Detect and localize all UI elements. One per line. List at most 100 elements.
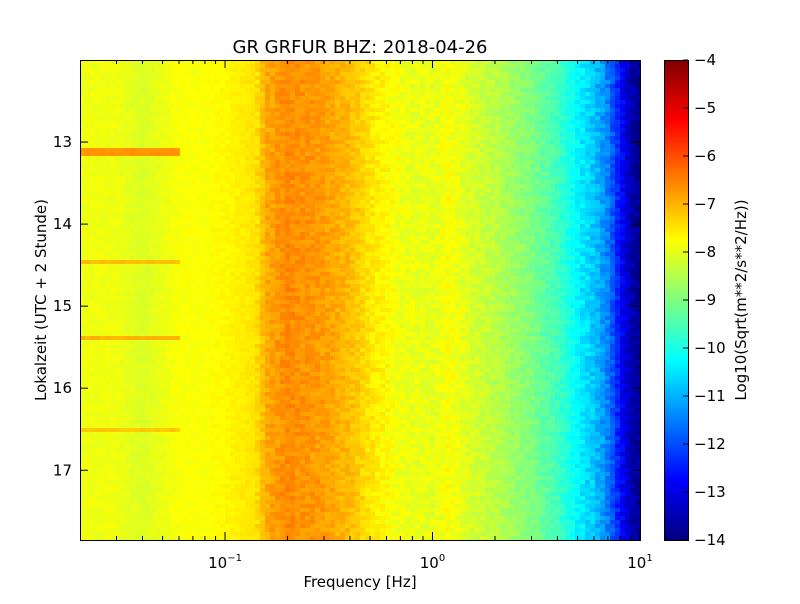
heatmap-cell [215, 104, 221, 109]
heatmap-cell [405, 132, 411, 137]
heatmap-cell [320, 104, 326, 109]
heatmap-cell [315, 124, 321, 129]
heatmap-cell [455, 152, 461, 157]
heatmap-cell [295, 68, 301, 73]
heatmap-cell [535, 136, 541, 141]
heatmap-cell [415, 140, 421, 145]
heatmap-cell [580, 128, 586, 133]
heatmap-cell [205, 100, 211, 105]
heatmap-cell [475, 120, 481, 125]
heatmap-cell [110, 180, 116, 185]
heatmap-cell [85, 156, 91, 161]
heatmap-cell [195, 204, 201, 209]
heatmap-cell [365, 172, 371, 177]
heatmap-cell [425, 144, 431, 149]
heatmap-cell [165, 168, 171, 173]
heatmap-cell [355, 236, 361, 241]
heatmap-cell [355, 136, 361, 141]
heatmap-cell [595, 152, 601, 157]
heatmap-cell [345, 172, 351, 177]
heatmap-cell [360, 116, 366, 121]
heatmap-cell [125, 76, 131, 81]
heatmap-cell [520, 196, 526, 201]
heatmap-cell [550, 232, 556, 237]
heatmap-cell [185, 108, 191, 113]
heatmap-cell [480, 104, 486, 109]
heatmap-cell [410, 236, 416, 241]
heatmap-cell [460, 172, 466, 177]
heatmap-cell [385, 156, 391, 161]
heatmap-cell [480, 180, 486, 185]
heatmap-cell [390, 212, 396, 217]
heatmap-cell [635, 220, 641, 225]
heatmap-cell [500, 224, 506, 229]
heatmap-cell [105, 88, 111, 93]
heatmap-cell [440, 224, 446, 229]
heatmap-cell [500, 124, 506, 129]
heatmap-cell [620, 176, 626, 181]
heatmap-cell [565, 192, 571, 197]
heatmap-cell [515, 124, 521, 129]
heatmap-cell [100, 72, 106, 77]
heatmap-cell [360, 80, 366, 85]
heatmap-cell [390, 224, 396, 229]
heatmap-cell [625, 176, 631, 181]
heatmap-cell [590, 140, 596, 145]
heatmap-cell [95, 120, 101, 125]
heatmap-cell [540, 68, 546, 73]
heatmap-cell [285, 148, 291, 153]
heatmap-cell [625, 136, 631, 141]
heatmap-cell [195, 68, 201, 73]
heatmap-cell [290, 232, 296, 237]
heatmap-cell [150, 140, 156, 145]
heatmap-cell [410, 92, 416, 97]
heatmap-cell [355, 216, 361, 221]
heatmap-cell [305, 200, 311, 205]
heatmap-cell [505, 116, 511, 121]
heatmap-cell [230, 192, 236, 197]
heatmap-cell [210, 140, 216, 145]
heatmap-cell [370, 128, 376, 133]
heatmap-cell [205, 168, 211, 173]
heatmap-cell [245, 200, 251, 205]
heatmap-cell [335, 60, 341, 65]
heatmap-cell [380, 228, 386, 233]
heatmap-cell [345, 100, 351, 105]
heatmap-cell [370, 204, 376, 209]
heatmap-cell [195, 196, 201, 201]
heatmap-cell [85, 236, 91, 241]
heatmap-cell [575, 168, 581, 173]
heatmap-cell [405, 140, 411, 145]
heatmap-cell [525, 168, 531, 173]
heatmap-cell [150, 132, 156, 137]
heatmap-cell [240, 164, 246, 169]
heatmap-cell [555, 156, 561, 161]
heatmap-cell [275, 108, 281, 113]
heatmap-cell [230, 172, 236, 177]
heatmap-cell [615, 60, 621, 65]
heatmap-cell [550, 84, 556, 89]
heatmap-cell [110, 84, 116, 89]
heatmap-cell [360, 232, 366, 237]
heatmap-cell [340, 208, 346, 213]
heatmap-cell [350, 64, 356, 69]
heatmap-cell [285, 172, 291, 177]
heatmap-cell [595, 104, 601, 109]
heatmap-cell [370, 120, 376, 125]
heatmap-cell [235, 68, 241, 73]
heatmap-cell [290, 208, 296, 213]
heatmap-cell [200, 136, 206, 141]
heatmap-cell [615, 208, 621, 213]
heatmap-cell [405, 192, 411, 197]
heatmap-cell [615, 104, 621, 109]
heatmap-cell [370, 80, 376, 85]
heatmap-cell [190, 92, 196, 97]
heatmap-cell [590, 212, 596, 217]
heatmap-cell [555, 164, 561, 169]
heatmap-cell [220, 76, 226, 81]
heatmap-cell [530, 192, 536, 197]
heatmap-cell [90, 180, 96, 185]
heatmap-cell [460, 96, 466, 101]
heatmap-cell [410, 204, 416, 209]
heatmap-cell [485, 188, 491, 193]
